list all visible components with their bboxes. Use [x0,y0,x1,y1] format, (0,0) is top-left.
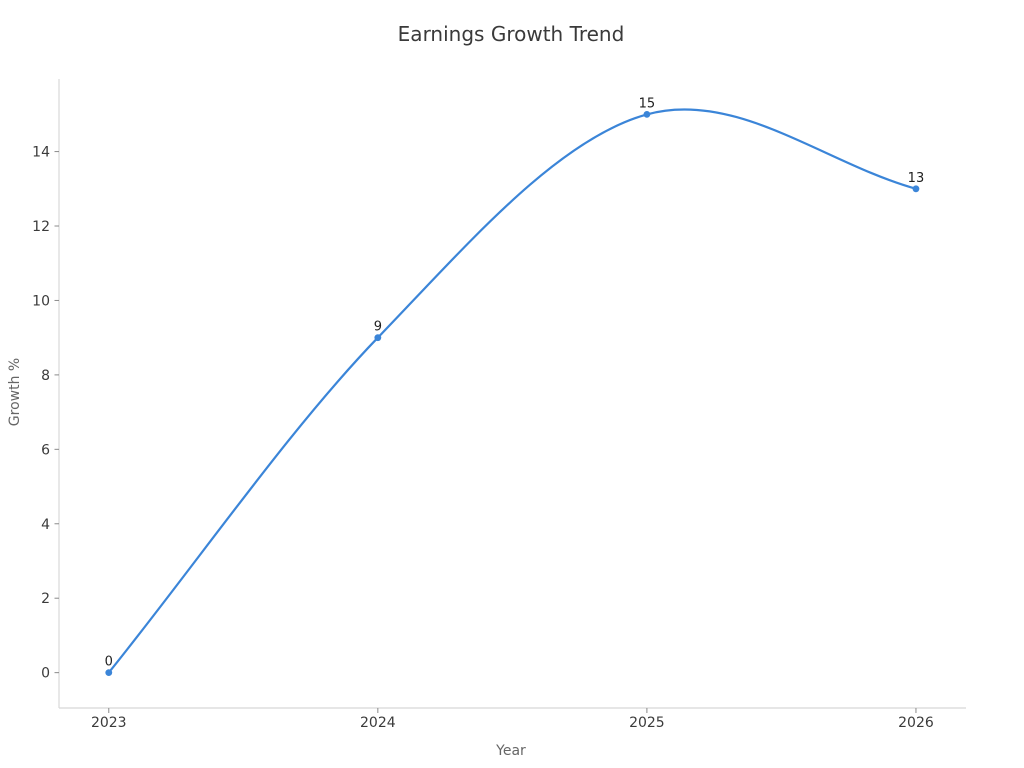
y-tick-label: 4 [41,517,50,533]
data-point-marker [912,185,920,193]
x-tick-label: 2023 [91,715,127,731]
y-tick-label: 14 [32,145,50,161]
data-point-label: 13 [908,171,925,186]
data-point-label: 15 [639,96,656,111]
x-axis-title: Year [495,743,526,759]
y-tick-label: 6 [41,442,50,458]
chart-title: Earnings Growth Trend [398,22,625,46]
data-point-label: 0 [105,655,113,670]
series-line-group [105,108,920,677]
x-tick-label: 2024 [360,715,396,731]
y-tick-label: 2 [41,591,50,607]
y-tick-label: 0 [41,666,50,682]
data-point-marker [643,110,651,118]
series-line [107,108,918,674]
data-point-marker [374,334,382,342]
x-tick-label: 2026 [898,715,934,731]
y-tick-label: 12 [32,219,50,235]
axes: 0 2 4 6 8 10 12 14 2023 2024 2025 2026 [32,79,966,731]
y-axis-title: Growth % [7,358,23,426]
data-point-label: 9 [374,320,382,335]
y-tick-label: 8 [41,368,50,384]
x-tick-label: 2025 [629,715,665,731]
point-labels-group: 0 9 15 13 [105,96,925,669]
y-tick-label: 10 [32,293,50,309]
data-point-marker [105,669,113,677]
